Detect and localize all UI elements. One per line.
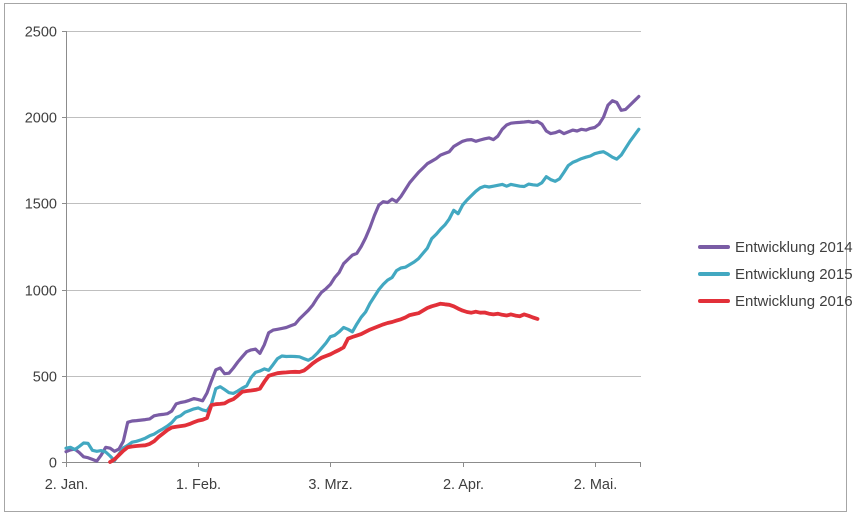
y-axis-label: 2500 <box>25 25 57 41</box>
x-axis-label: 2. Apr. <box>443 477 484 493</box>
legend-item-entwicklung-2015: Entwicklung 2015 <box>698 264 853 284</box>
x-axis-label: 2. Jan. <box>45 477 89 493</box>
x-axis-label: 1. Feb. <box>176 477 221 493</box>
legend: Entwicklung 2014 Entwicklung 2015 Entwickl… <box>698 237 853 311</box>
y-axis-label: 2000 <box>25 111 57 127</box>
legend-marker-entwicklung-2014 <box>698 245 730 249</box>
series-line-entwicklung-2014 <box>64 94 641 463</box>
y-axis-label: 1000 <box>25 284 57 300</box>
legend-item-entwicklung-2016: Entwicklung 2016 <box>698 291 853 311</box>
x-axis-label: 3. Mrz. <box>308 477 352 493</box>
y-axis-label: 500 <box>33 370 57 386</box>
x-axis-label: 2. Mai. <box>574 477 618 493</box>
legend-marker-entwicklung-2015 <box>698 272 730 276</box>
y-axis-label: 0 <box>49 456 57 472</box>
legend-item-entwicklung-2014: Entwicklung 2014 <box>698 237 853 257</box>
legend-marker-entwicklung-2016 <box>698 299 730 303</box>
series-line-entwicklung-2015 <box>64 127 641 463</box>
legend-label: Entwicklung 2014 <box>735 238 853 256</box>
legend-label: Entwicklung 2015 <box>735 265 853 283</box>
legend-label: Entwicklung 2016 <box>735 292 853 310</box>
y-axis-label: 1500 <box>25 197 57 213</box>
series-line-entwicklung-2016 <box>108 301 540 464</box>
